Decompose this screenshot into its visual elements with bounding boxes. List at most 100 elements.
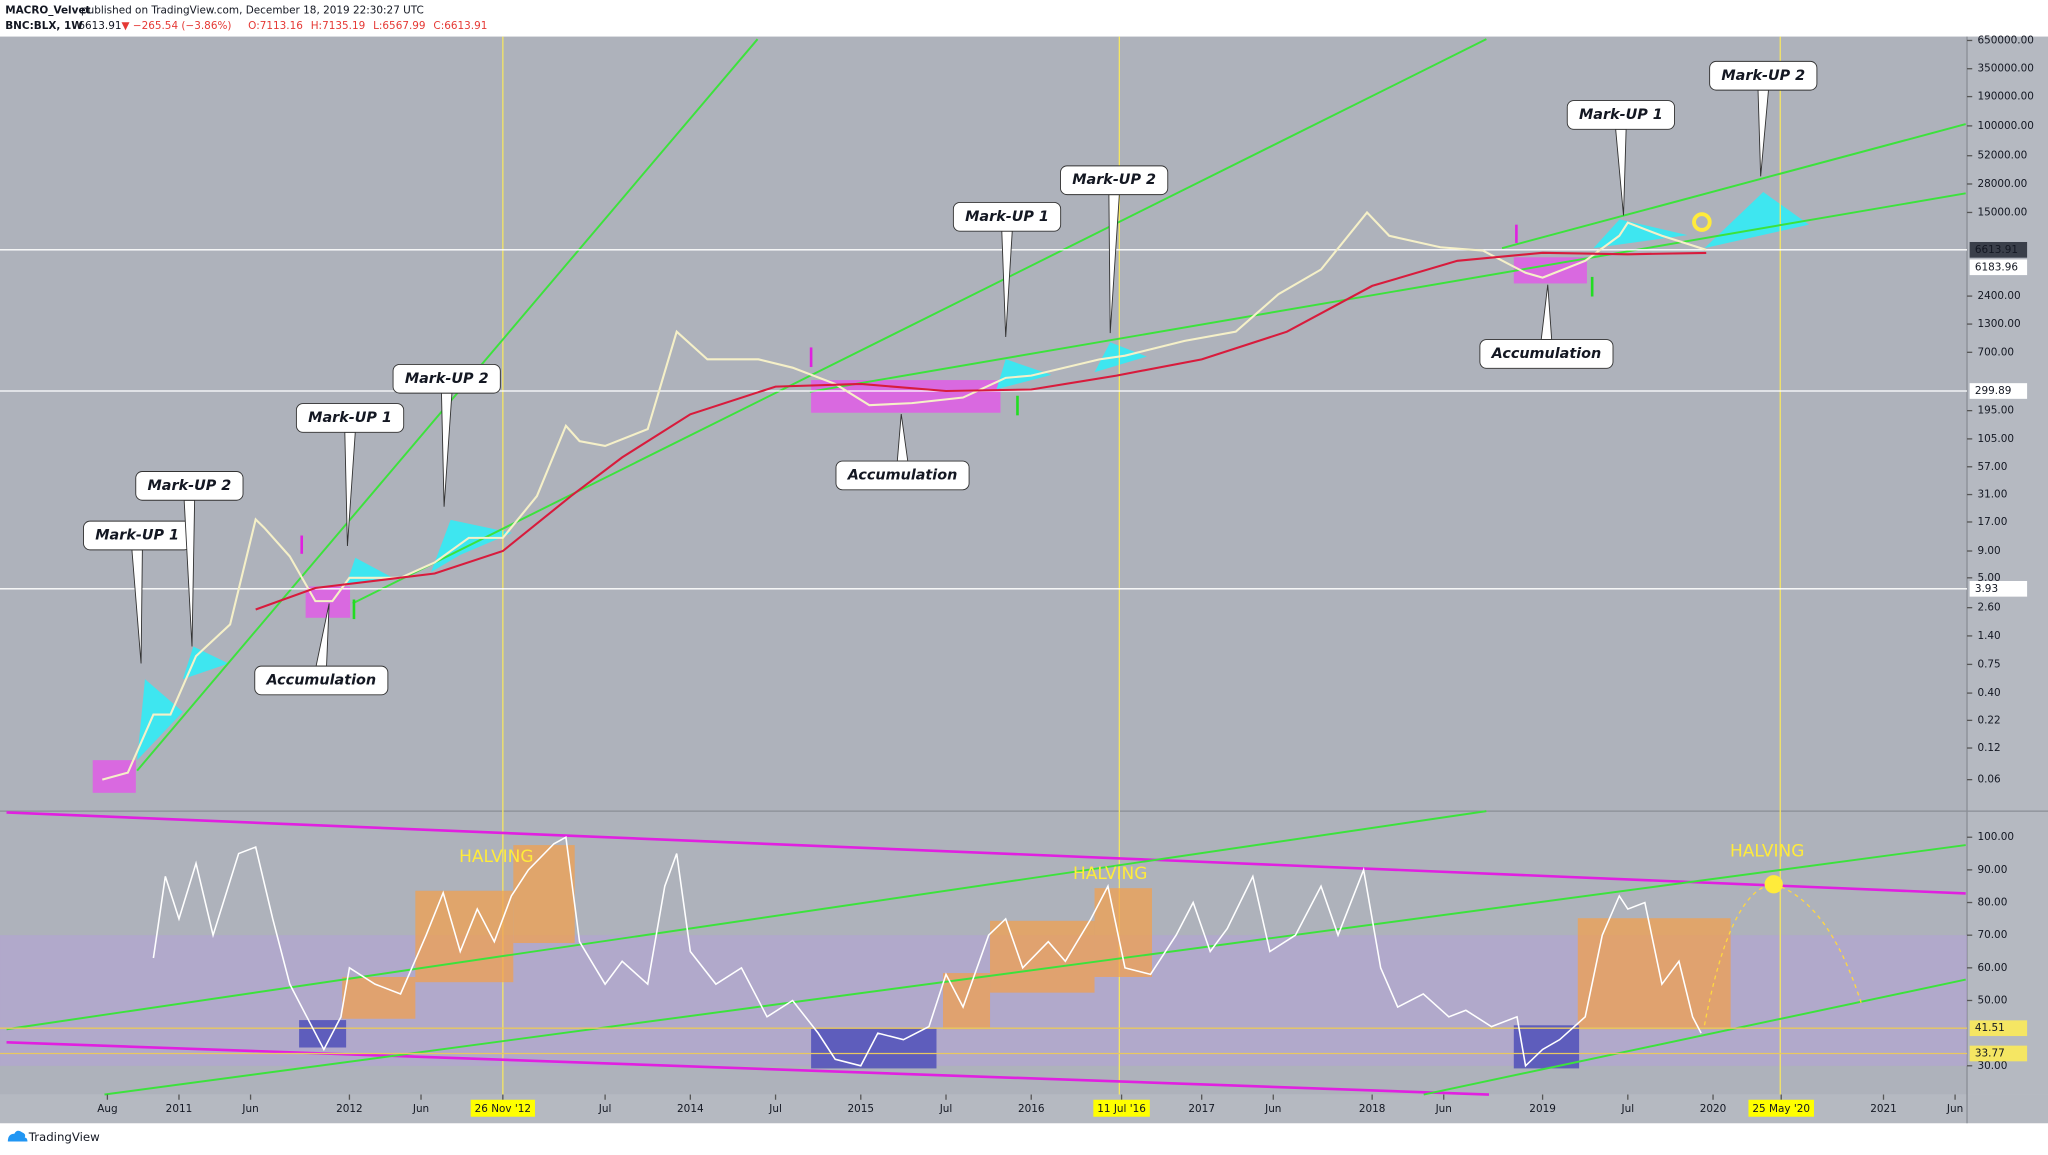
- callout-text: Mark-UP 2: [148, 478, 232, 494]
- publisher: MACRO_Velvet: [5, 4, 90, 16]
- time-axis-background: [0, 1094, 2048, 1124]
- trend-line: [352, 38, 1487, 605]
- x-tick-label: 2012: [336, 1103, 363, 1115]
- x-tick-label: Jul: [939, 1103, 953, 1115]
- x-tick-label: 2021: [1870, 1103, 1897, 1115]
- channel-line: [6, 811, 1966, 895]
- channel-line: [6, 1040, 1490, 1096]
- y-tick-label: 9.00: [1977, 545, 2000, 557]
- callout-text: Accumulation: [266, 672, 377, 688]
- x-tick-label: 2019: [1529, 1103, 1556, 1115]
- y-tick-label: 190000.00: [1977, 91, 2033, 103]
- rsi-box: [990, 920, 1095, 993]
- level-badge: [1969, 383, 2028, 399]
- x-tick-label: 25 May '20: [1752, 1103, 1810, 1115]
- published: published on TradingView.com, December 1…: [81, 4, 424, 16]
- callout-text: Mark-UP 1: [1579, 107, 1663, 123]
- symbol: BNC:BLX, 1W: [5, 20, 83, 32]
- x-tick-label: 2017: [1188, 1103, 1215, 1115]
- ohlc-value: C:6613.91: [433, 20, 487, 32]
- x-tick-label: 11 Jul '16: [1097, 1103, 1146, 1115]
- level-badge: [1969, 241, 2028, 258]
- level-label: 33.77: [1975, 1047, 2005, 1059]
- halving-dot: [1764, 875, 1783, 894]
- callout-text: Mark-UP 1: [308, 410, 392, 426]
- callout-text: Mark-UP 1: [95, 528, 179, 544]
- x-tick-label: Aug: [97, 1103, 117, 1115]
- markup-shape: [431, 519, 513, 573]
- x-tick-label: Jun: [412, 1103, 429, 1115]
- y-tick-label: 90.00: [1977, 864, 2007, 876]
- y-tick-label: 17.00: [1977, 516, 2007, 528]
- ma-label: 6183.96: [1975, 261, 2018, 273]
- callout-box: [295, 403, 405, 433]
- y-tick-label: 57.00: [1977, 461, 2007, 473]
- callout-text: Mark-UP 2: [1072, 172, 1156, 188]
- rsi-box: [1094, 888, 1152, 977]
- x-tick-label: 26 Nov '12: [475, 1103, 531, 1115]
- location-pin: [1692, 212, 1712, 232]
- footer-logo: TradingView: [28, 1130, 100, 1144]
- drawings: [6, 36, 1966, 1096]
- accumulation-box: [1513, 257, 1587, 284]
- callout-box: [1709, 60, 1818, 91]
- y-tick-label: 28000.00: [1977, 178, 2027, 190]
- callout-box: [835, 460, 970, 491]
- level-badge: [1969, 1020, 2028, 1037]
- y-tick-label: 0.22: [1977, 714, 2000, 726]
- y-tick-label: 195.00: [1977, 405, 2014, 417]
- y-tick-label: 2400.00: [1977, 290, 2020, 302]
- markup-shape: [996, 359, 1052, 390]
- halving-label: HALVING: [1730, 842, 1804, 862]
- y-tick-label: 52000.00: [1977, 150, 2027, 162]
- x-tick-label: Jun: [1264, 1103, 1281, 1115]
- y-tick-label: 0.75: [1977, 658, 2000, 670]
- y-tick-label: 700.00: [1977, 346, 2014, 358]
- y-tick-label: 350000.00: [1977, 63, 2033, 75]
- y-tick-label: 100000.00: [1977, 120, 2033, 132]
- x-tick-label: 2011: [166, 1103, 193, 1115]
- level-label: 6613.91: [1975, 244, 2018, 256]
- y-tick-label: 31.00: [1977, 489, 2007, 501]
- ohlc-value: H:7135.19: [311, 20, 366, 32]
- callout-text: Accumulation: [847, 467, 958, 483]
- trend-line: [6, 810, 1487, 1031]
- rsi-box: [342, 976, 416, 1019]
- ohlc-value: L:6567.99: [373, 20, 426, 32]
- y-tick-label: 0.40: [1977, 687, 2000, 699]
- y-tick-label: 15000.00: [1977, 206, 2027, 218]
- trend-line: [1423, 978, 1966, 1096]
- callout-text: Mark-UP 1: [965, 209, 1049, 225]
- y-tick-label: 80.00: [1977, 897, 2007, 909]
- rsi-box: [811, 1027, 937, 1069]
- callout-box: [1566, 100, 1675, 130]
- y-tick-label: 0.12: [1977, 742, 2000, 754]
- series-line: [255, 251, 1707, 611]
- x-tick-label: Jul: [768, 1103, 782, 1115]
- x-tick-label: Jul: [1621, 1103, 1635, 1115]
- y-tick-label: 70.00: [1977, 929, 2007, 941]
- change: ▼ −265.54 (−3.86%): [121, 20, 231, 32]
- x-tick-label: Jun: [241, 1103, 258, 1115]
- x-tick-badge: [470, 1099, 535, 1117]
- x-tick-label: 2015: [847, 1103, 874, 1115]
- level-label: 41.51: [1975, 1022, 2005, 1034]
- x-tick-label: Jun: [1946, 1103, 1963, 1115]
- y-tick-label: 650000.00: [1977, 34, 2033, 46]
- y-tick-label: 0.06: [1977, 774, 2000, 786]
- markup-shape: [1593, 219, 1688, 249]
- y-tick-label: 1300.00: [1977, 318, 2020, 330]
- markup-shape: [182, 646, 229, 680]
- callout-text: Mark-UP 2: [405, 371, 489, 387]
- rsi-box: [415, 890, 514, 983]
- y-tick-label: 30.00: [1977, 1060, 2007, 1072]
- last-price: 6613.91: [78, 20, 121, 32]
- ohlc-value: O:7113.16: [248, 20, 303, 32]
- callout-box: [1479, 339, 1614, 369]
- rsi-box: [513, 845, 575, 944]
- callout-text: Mark-UP 2: [1721, 68, 1805, 84]
- y-tick-label: 105.00: [1977, 433, 2014, 445]
- ma-badge: [1969, 259, 2028, 276]
- halving-label: HALVING: [459, 847, 533, 867]
- callout-box: [254, 665, 389, 696]
